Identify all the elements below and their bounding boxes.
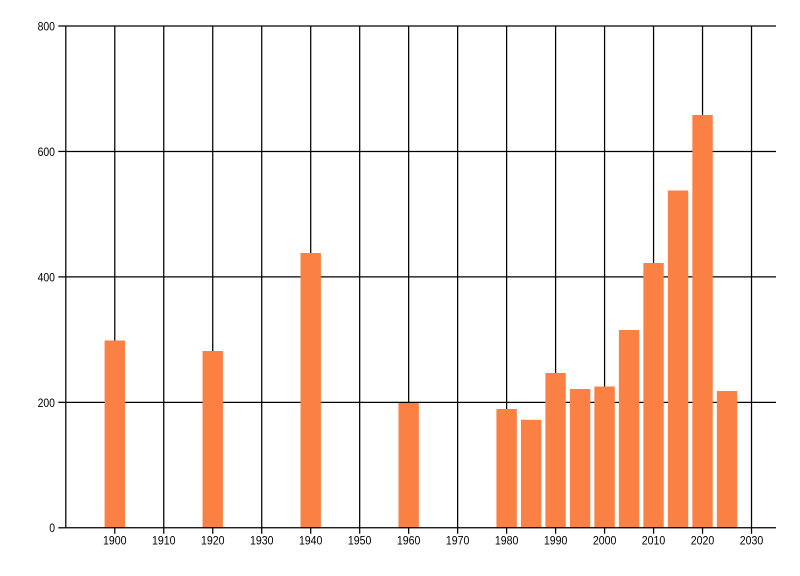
- svg-text:2020: 2020: [691, 534, 715, 548]
- svg-text:200: 200: [38, 396, 55, 410]
- svg-text:1960: 1960: [397, 534, 421, 548]
- svg-text:1910: 1910: [152, 534, 176, 548]
- svg-text:600: 600: [38, 145, 55, 159]
- svg-text:1950: 1950: [348, 534, 372, 548]
- svg-text:2000: 2000: [593, 534, 617, 548]
- svg-text:1920: 1920: [201, 534, 225, 548]
- svg-text:1900: 1900: [103, 534, 127, 548]
- svg-text:1940: 1940: [299, 534, 323, 548]
- svg-text:1970: 1970: [446, 534, 470, 548]
- svg-text:400: 400: [38, 270, 55, 284]
- svg-text:1930: 1930: [250, 534, 274, 548]
- svg-text:800: 800: [38, 19, 55, 33]
- svg-text:1980: 1980: [495, 534, 519, 548]
- svg-text:2010: 2010: [642, 534, 666, 548]
- svg-text:1990: 1990: [544, 534, 568, 548]
- svg-text:2030: 2030: [740, 534, 764, 548]
- svg-text:0: 0: [49, 521, 55, 535]
